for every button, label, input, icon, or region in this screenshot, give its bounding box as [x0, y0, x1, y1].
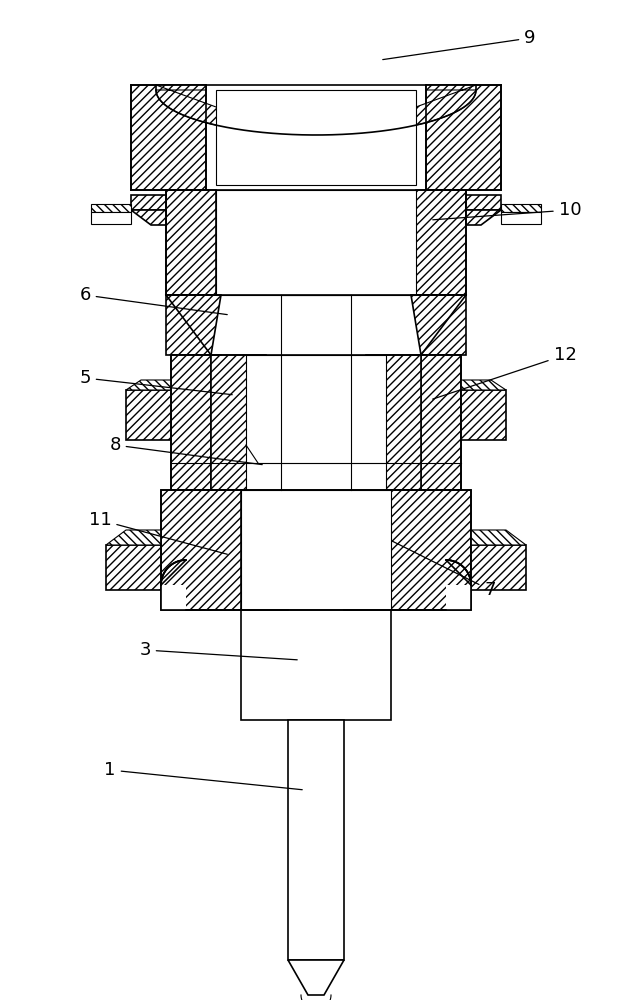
Bar — [166, 190, 216, 295]
Polygon shape — [466, 210, 501, 225]
Polygon shape — [341, 85, 476, 134]
Bar — [91, 212, 131, 224]
Polygon shape — [471, 530, 526, 545]
Bar — [161, 490, 241, 610]
Bar — [366, 355, 421, 490]
Text: 11: 11 — [88, 511, 227, 554]
Polygon shape — [461, 380, 506, 390]
Polygon shape — [131, 195, 166, 210]
Bar — [161, 490, 471, 610]
Bar — [171, 355, 211, 490]
Polygon shape — [411, 295, 466, 355]
Bar — [211, 355, 266, 490]
Bar — [241, 490, 391, 610]
Text: 6: 6 — [80, 286, 227, 315]
Bar — [166, 190, 466, 295]
Text: 3: 3 — [139, 641, 297, 660]
Polygon shape — [156, 85, 476, 135]
Bar — [421, 355, 461, 490]
Text: 5: 5 — [80, 369, 232, 395]
Polygon shape — [106, 530, 161, 545]
Text: 7: 7 — [392, 541, 496, 599]
Polygon shape — [126, 380, 171, 390]
Bar — [216, 190, 416, 295]
Polygon shape — [131, 85, 206, 190]
Text: 12: 12 — [433, 346, 577, 399]
Polygon shape — [126, 390, 171, 440]
Bar — [501, 204, 541, 212]
Text: 9: 9 — [383, 29, 536, 60]
Polygon shape — [156, 85, 291, 134]
Text: 8: 8 — [109, 436, 262, 465]
Bar — [91, 204, 131, 212]
Bar — [216, 90, 416, 185]
Polygon shape — [288, 960, 344, 995]
Text: 10: 10 — [433, 201, 581, 220]
Polygon shape — [446, 585, 471, 610]
Bar — [288, 720, 344, 960]
Polygon shape — [106, 545, 161, 590]
Bar — [501, 212, 541, 224]
Polygon shape — [466, 195, 501, 210]
Bar — [241, 610, 391, 720]
Bar — [221, 295, 411, 355]
Polygon shape — [461, 390, 506, 440]
Polygon shape — [471, 545, 526, 590]
Text: 1: 1 — [104, 761, 302, 790]
Bar — [391, 490, 471, 610]
Polygon shape — [161, 560, 186, 585]
Polygon shape — [131, 210, 166, 225]
Bar — [171, 355, 461, 490]
Polygon shape — [426, 85, 501, 190]
Bar — [416, 190, 466, 295]
Polygon shape — [446, 560, 471, 585]
Polygon shape — [166, 295, 221, 355]
Bar — [246, 355, 386, 490]
Polygon shape — [161, 585, 186, 610]
